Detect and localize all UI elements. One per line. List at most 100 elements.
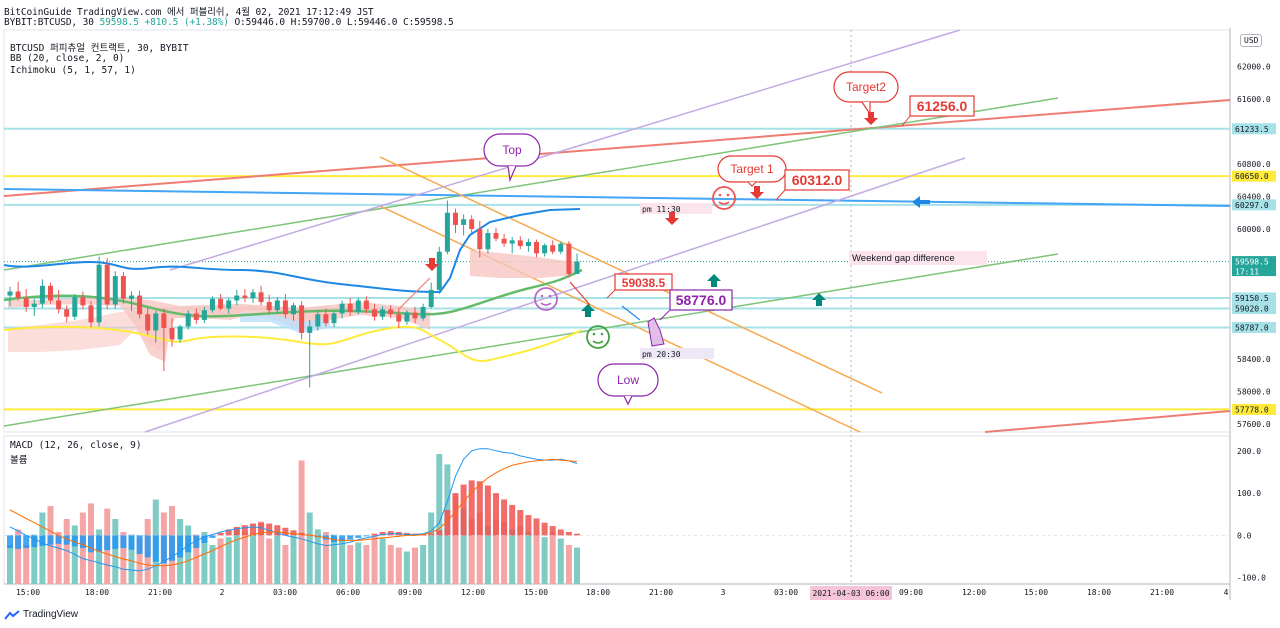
candle-body [210,298,215,311]
macd-histogram-bar [104,535,111,551]
macd-histogram-bar [444,510,451,536]
candle-body [48,285,53,301]
macd-histogram-bar [7,535,13,549]
candle-body [436,251,442,290]
price-change: +810.5 (+1.38%) [144,17,229,28]
legend-title[interactable]: BTCUSD 퍼피츄얼 컨트랙트, 30, BYBIT [10,43,189,54]
level-badge [1232,292,1276,304]
volume-bar [314,529,321,584]
macd-histogram-bar [39,535,46,546]
time-tick-label: 09:00 [899,588,923,597]
candle-body [80,297,86,306]
candle-body [112,276,118,305]
candle-body [444,212,450,252]
legend-bb[interactable]: BB (20, close, 2, 0) [10,53,125,64]
tag-59038-box [614,273,673,291]
macd-histogram-bar [436,530,443,536]
candle-body [153,313,159,331]
symbol-label: BYBIT:BTCUSD, 30 [4,17,94,28]
candle-body [88,305,94,323]
macd-histogram-bar [15,535,22,549]
macd-histogram-bar [549,526,556,536]
macd-histogram-bar [136,535,143,554]
ohlc-values: O:59446.0 H:59700.0 L:59446.0 C:59598.5 [234,17,454,28]
legend-ichimoku[interactable]: Ichimoku (5, 1, 57, 1) [10,65,136,76]
macd-tick-label: 100.0 [1237,489,1261,498]
macd-histogram-bar [128,535,135,550]
macd-histogram-bar [112,535,119,549]
ichimoku-cloud-2 [8,304,330,352]
macd-histogram-bar [233,526,240,536]
candle-body [137,295,143,315]
signal-line [9,458,578,567]
pm2030-bg [640,348,714,359]
volume-bar [436,454,443,584]
macd-histogram-bar [55,535,62,544]
green-upper-trendline [3,97,1059,271]
tradingview-logo[interactable]: TradingView [4,609,78,620]
macd-histogram-bar [452,493,459,536]
macd-histogram-bar [201,535,208,543]
callout-low-text: Low [617,373,639,387]
volume-bar [387,545,394,584]
volume-bar [452,495,459,584]
candle-body [420,306,426,319]
smile-face-green-mouth [592,340,604,344]
candle-body [274,300,280,311]
currency-badge[interactable]: USD [1240,34,1263,47]
candle-body [169,328,175,340]
sell-arrow [750,186,764,199]
macd-histogram-bar [217,532,224,536]
legend-macd[interactable]: MACD (12, 26, close, 9) [10,440,142,451]
candle-body [72,297,78,317]
volume-bar [63,519,70,584]
bb-lower [3,325,583,362]
volume-bar [525,532,532,584]
tag-61256-leader [901,115,911,127]
macd-histogram-bar [169,535,175,561]
legend-volume[interactable]: 볼륨 [10,455,28,466]
candle-body [331,313,337,324]
orange-lower-channel [379,205,861,433]
macd-histogram-bar [484,485,491,536]
candle-body [266,302,272,311]
macd-histogram-bar [31,535,38,548]
smile-face-red-mouth [718,201,730,205]
macd-tick-label: -100.0 [1237,574,1266,583]
time-tick-label: 09:00 [398,588,422,597]
volume-bar [517,525,524,584]
price-tick-label: 58000.0 [1237,387,1271,396]
smile-face-red [712,186,736,210]
tag-59038-leader [606,289,616,299]
macd-histogram-bar [347,535,354,540]
time-tick-label: 21:00 [148,588,172,597]
weekend-gap-bg [849,251,987,265]
candle-body [218,298,224,309]
candle-body [574,261,580,274]
callout-low-tail [623,395,633,406]
ichimoku-cloud-recent [470,250,575,278]
candle-body [428,289,434,307]
candle-body [234,295,240,301]
callout-top-tail [507,165,517,183]
candle-body [282,300,288,315]
smile-face-green-eye [600,332,604,336]
level-label: 58787.0 [1235,323,1269,332]
volume-bar [112,519,119,584]
smile-face-purple-eye [548,294,552,298]
level-badge [1232,170,1276,182]
bb-upper [3,208,581,294]
macd-histogram-bar [63,535,70,545]
candle-body [56,300,62,310]
volume-bar [403,551,410,584]
level-label: 59598.5 [1235,258,1269,267]
macd-histogram-bar [160,535,167,564]
candle-body [193,313,199,320]
macd-histogram-bar [557,529,564,536]
level-sublabel: 17:11 [1235,268,1259,277]
volume-bar [541,537,548,584]
price-tick-label: 58400.0 [1237,355,1271,364]
volume-bar [468,519,475,584]
candle-body [15,291,21,298]
